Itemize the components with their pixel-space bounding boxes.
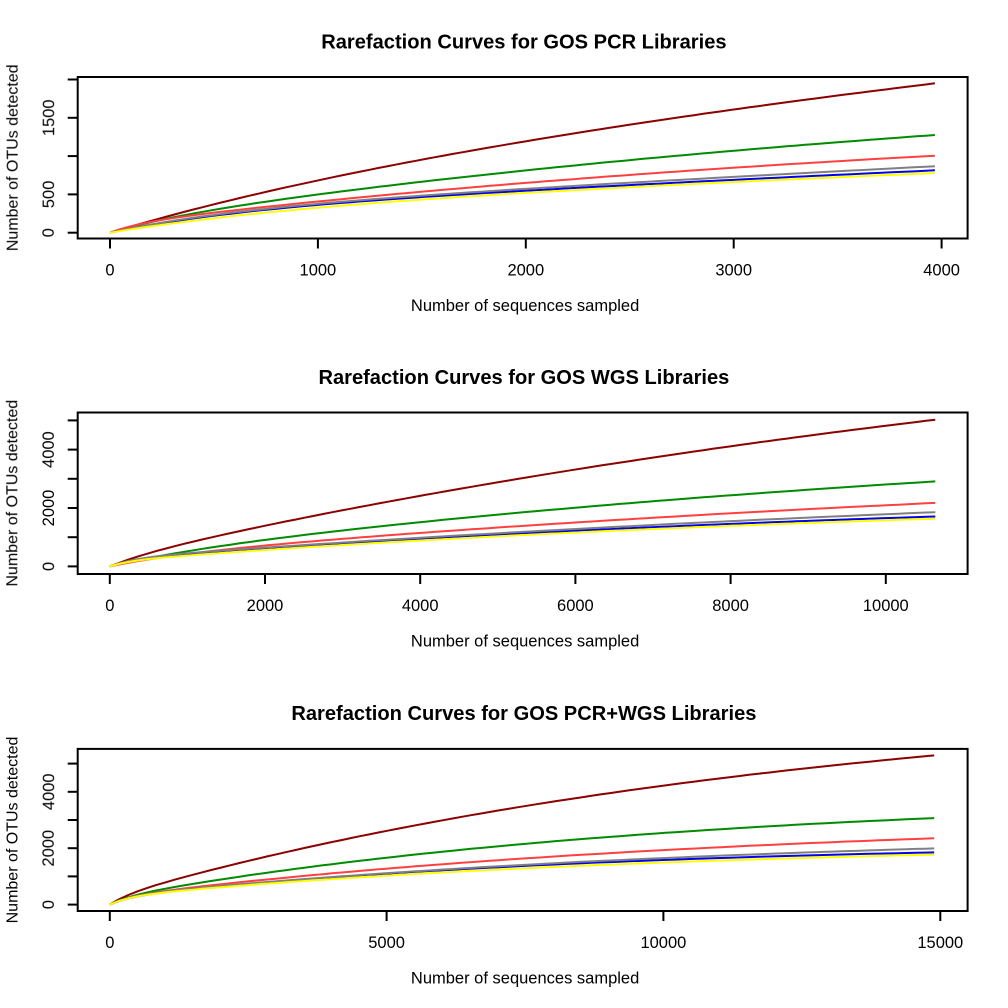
svg-text:0: 0 (40, 562, 58, 571)
svg-text:Number of sequences sampled: Number of sequences sampled (411, 297, 639, 315)
svg-text:15000: 15000 (917, 934, 963, 952)
svg-text:4000: 4000 (923, 262, 960, 280)
svg-text:0: 0 (105, 262, 114, 280)
svg-text:Number of OTUs detected: Number of OTUs detected (5, 400, 22, 587)
svg-text:5000: 5000 (368, 934, 405, 952)
svg-text:2000: 2000 (507, 262, 544, 280)
svg-text:0: 0 (40, 228, 58, 237)
svg-text:6000: 6000 (557, 597, 594, 615)
svg-text:500: 500 (40, 181, 58, 209)
svg-text:0: 0 (105, 597, 114, 615)
svg-text:2000: 2000 (40, 830, 58, 867)
svg-text:2000: 2000 (247, 597, 284, 615)
svg-text:4000: 4000 (40, 431, 58, 468)
svg-text:0: 0 (40, 900, 58, 909)
svg-text:4000: 4000 (40, 773, 58, 810)
svg-text:8000: 8000 (712, 597, 749, 615)
svg-text:3000: 3000 (715, 262, 752, 280)
svg-text:Rarefaction Curves for GOS PCR: Rarefaction Curves for GOS PCR+WGS Libra… (291, 703, 756, 725)
svg-text:10000: 10000 (640, 934, 686, 952)
svg-text:1000: 1000 (300, 262, 337, 280)
svg-text:Number of sequences sampled: Number of sequences sampled (411, 970, 639, 988)
svg-text:Number of OTUs detected: Number of OTUs detected (5, 737, 22, 924)
svg-text:0: 0 (105, 934, 114, 952)
svg-text:Number of sequences sampled: Number of sequences sampled (411, 633, 639, 651)
svg-text:1500: 1500 (40, 99, 58, 136)
svg-text:10000: 10000 (863, 597, 909, 615)
svg-text:Rarefaction Curves for GOS PCR: Rarefaction Curves for GOS PCR Libraries (321, 31, 726, 53)
svg-text:4000: 4000 (402, 597, 439, 615)
svg-text:2000: 2000 (40, 490, 58, 527)
svg-text:Number of OTUs detected: Number of OTUs detected (5, 64, 22, 251)
svg-text:Rarefaction Curves for GOS WGS: Rarefaction Curves for GOS WGS Libraries (318, 367, 729, 389)
